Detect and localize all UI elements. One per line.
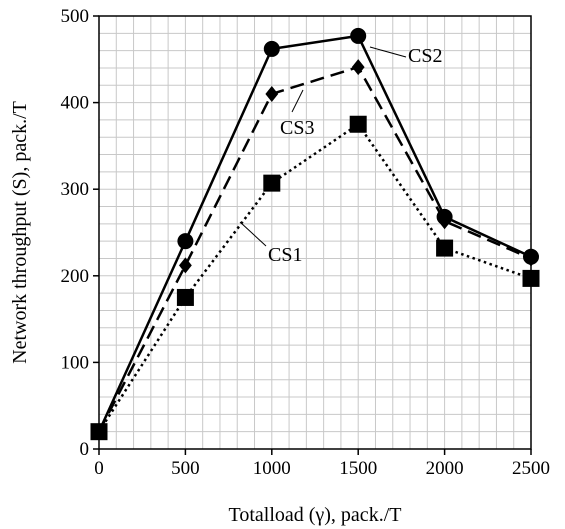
series-cs3	[92, 59, 538, 440]
x-tick-label: 2000	[426, 458, 464, 479]
series-label-cs1: CS1	[268, 244, 302, 266]
data-point-cs2	[436, 208, 453, 225]
grid	[99, 16, 531, 449]
data-point-cs1	[349, 115, 367, 133]
data-point-cs3	[265, 85, 279, 102]
series-cs1	[90, 115, 540, 441]
series-label-cs2: CS2	[408, 45, 442, 67]
plot-frame	[98, 15, 532, 450]
data-point-cs2	[91, 423, 107, 440]
axis-ticks: 0 500 1000 1500 2000 2500 0 100 200 300 400 500	[61, 6, 551, 479]
y-tick-label: 200	[61, 266, 90, 287]
data-point-cs2	[523, 248, 539, 265]
data-point-cs1	[263, 174, 281, 192]
x-tick-label: 1000	[253, 458, 291, 479]
data-point-cs3	[179, 257, 192, 274]
series-line-cs3	[97, 65, 532, 433]
y-tick-label: 0	[80, 439, 90, 460]
data-point-cs2	[177, 233, 194, 250]
x-axis-title: Totalload (γ), pack./T	[229, 504, 402, 526]
series-line-cs2	[97, 34, 532, 433]
series-line-cs1	[97, 122, 532, 433]
series-labels: CS2 CS3 CS1	[239, 45, 442, 266]
y-tick-label: 400	[61, 93, 90, 114]
label-leader-cs3	[291, 89, 304, 113]
x-tick-label: 0	[94, 458, 104, 479]
x-tick-label: 1500	[339, 458, 377, 479]
data-point-cs1	[522, 269, 540, 287]
label-leader-cs2	[369, 46, 407, 58]
y-tick-label: 100	[61, 352, 90, 373]
x-tick-label: 2500	[512, 458, 550, 479]
series-group	[90, 27, 540, 441]
series-cs2	[91, 27, 539, 440]
data-point-cs1	[436, 239, 454, 257]
label-leader-cs1	[239, 221, 267, 247]
series-label-cs3: CS3	[280, 117, 314, 139]
data-point-cs1	[176, 288, 194, 306]
y-tick-label: 500	[61, 6, 90, 27]
data-point-cs2	[263, 40, 280, 57]
data-point-cs2	[350, 27, 367, 44]
x-tick-label: 500	[171, 458, 200, 479]
data-point-cs3	[351, 59, 365, 76]
y-tick-label: 300	[61, 179, 90, 200]
y-axis-title: Network throughput (S), pack./T	[9, 101, 31, 364]
